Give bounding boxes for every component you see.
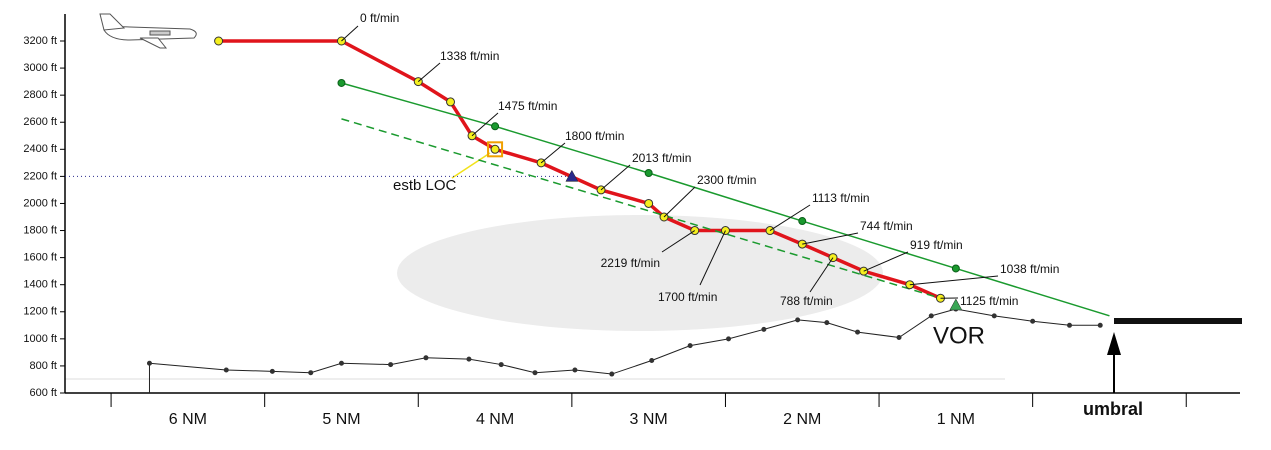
point: [270, 369, 274, 373]
x-tick-label: 2 NM: [783, 411, 821, 428]
point: [389, 363, 393, 367]
annotation: 2013 ft/min: [632, 151, 691, 165]
y-tick-label: 1200 ft: [23, 306, 57, 318]
point: [309, 371, 313, 375]
point: [338, 79, 345, 86]
point: [645, 170, 652, 177]
y-tick-label: 1400 ft: [23, 279, 57, 291]
loc-label: estb LOC: [393, 177, 457, 194]
point: [992, 314, 996, 318]
point: [799, 218, 806, 225]
annotation-leader: [910, 276, 998, 285]
shaded-area: [397, 215, 883, 331]
point: [688, 344, 692, 348]
point: [215, 37, 223, 45]
annotation: 744 ft/min: [860, 219, 913, 233]
annotation: 1700 ft/min: [658, 290, 717, 304]
annotation: 919 ft/min: [910, 238, 963, 252]
point: [447, 98, 455, 106]
y-tick-label: 1800 ft: [23, 224, 57, 236]
vor-label: VOR: [933, 322, 985, 349]
annotation: 1125 ft/min: [960, 294, 1018, 308]
point: [492, 123, 499, 130]
annotation-leader: [664, 187, 695, 217]
point: [929, 314, 933, 318]
loc-leader: [452, 153, 490, 178]
point: [224, 368, 228, 372]
threshold-arrowhead: [1107, 332, 1121, 355]
point: [796, 318, 800, 322]
point: [424, 356, 428, 360]
point: [897, 335, 901, 339]
y-tick-label: 600 ft: [29, 387, 57, 399]
point: [952, 265, 959, 272]
y-tick-label: 3200 ft: [23, 35, 57, 47]
y-tick-label: 2000 ft: [23, 197, 57, 209]
point: [610, 372, 614, 376]
x-tick-label: 3 NM: [630, 411, 668, 428]
annotation-leader: [601, 165, 630, 190]
threshold-label: umbral: [1083, 399, 1143, 419]
y-tick-label: 2400 ft: [23, 143, 57, 155]
runway: [1114, 318, 1242, 324]
annotation: 788 ft/min: [780, 294, 833, 308]
annotation: 1113 ft/min: [812, 191, 870, 205]
annotation-leader: [541, 143, 565, 163]
point: [147, 361, 151, 365]
point: [856, 330, 860, 334]
point: [762, 327, 766, 331]
point: [491, 145, 499, 153]
x-tick-label: 4 NM: [476, 411, 514, 428]
annotation: 1338 ft/min: [440, 49, 499, 63]
annotation: 2300 ft/min: [697, 173, 756, 187]
point: [467, 357, 471, 361]
y-tick-label: 2800 ft: [23, 89, 57, 101]
x-tick-label: 1 NM: [937, 411, 975, 428]
airplane: [100, 14, 196, 48]
page: {"chart_data":{"type":"line", "xlim":[6.…: [0, 0, 1271, 450]
annotation-leader: [418, 63, 440, 82]
point: [339, 361, 343, 365]
point: [727, 337, 731, 341]
point: [825, 321, 829, 325]
y-tick-label: 1000 ft: [23, 333, 57, 345]
annotation: 1038 ft/min: [1000, 262, 1059, 276]
y-tick-label: 800 ft: [29, 360, 57, 372]
point: [573, 368, 577, 372]
y-tick-label: 1600 ft: [23, 252, 57, 264]
y-tick-label: 2200 ft: [23, 170, 57, 182]
point: [650, 359, 654, 363]
annotation: 2219 ft/min: [601, 256, 660, 270]
point: [645, 199, 653, 207]
y-tick-label: 2600 ft: [23, 116, 57, 128]
annotation: 0 ft/min: [360, 11, 399, 25]
annotation: 1475 ft/min: [498, 99, 557, 113]
point: [1098, 323, 1102, 327]
y-tick-label: 3000 ft: [23, 62, 57, 74]
point: [533, 371, 537, 375]
annotation: 1800 ft/min: [565, 129, 624, 143]
point: [499, 363, 503, 367]
x-tick-label: 5 NM: [322, 411, 360, 428]
x-tick-label: 6 NM: [169, 411, 207, 428]
annotation-leader: [341, 26, 358, 41]
chart: umbral VOR estb LOC 600 ft 800 ft 1000 ft 1…: [0, 0, 1271, 450]
point: [1031, 319, 1035, 323]
point: [1068, 323, 1072, 327]
